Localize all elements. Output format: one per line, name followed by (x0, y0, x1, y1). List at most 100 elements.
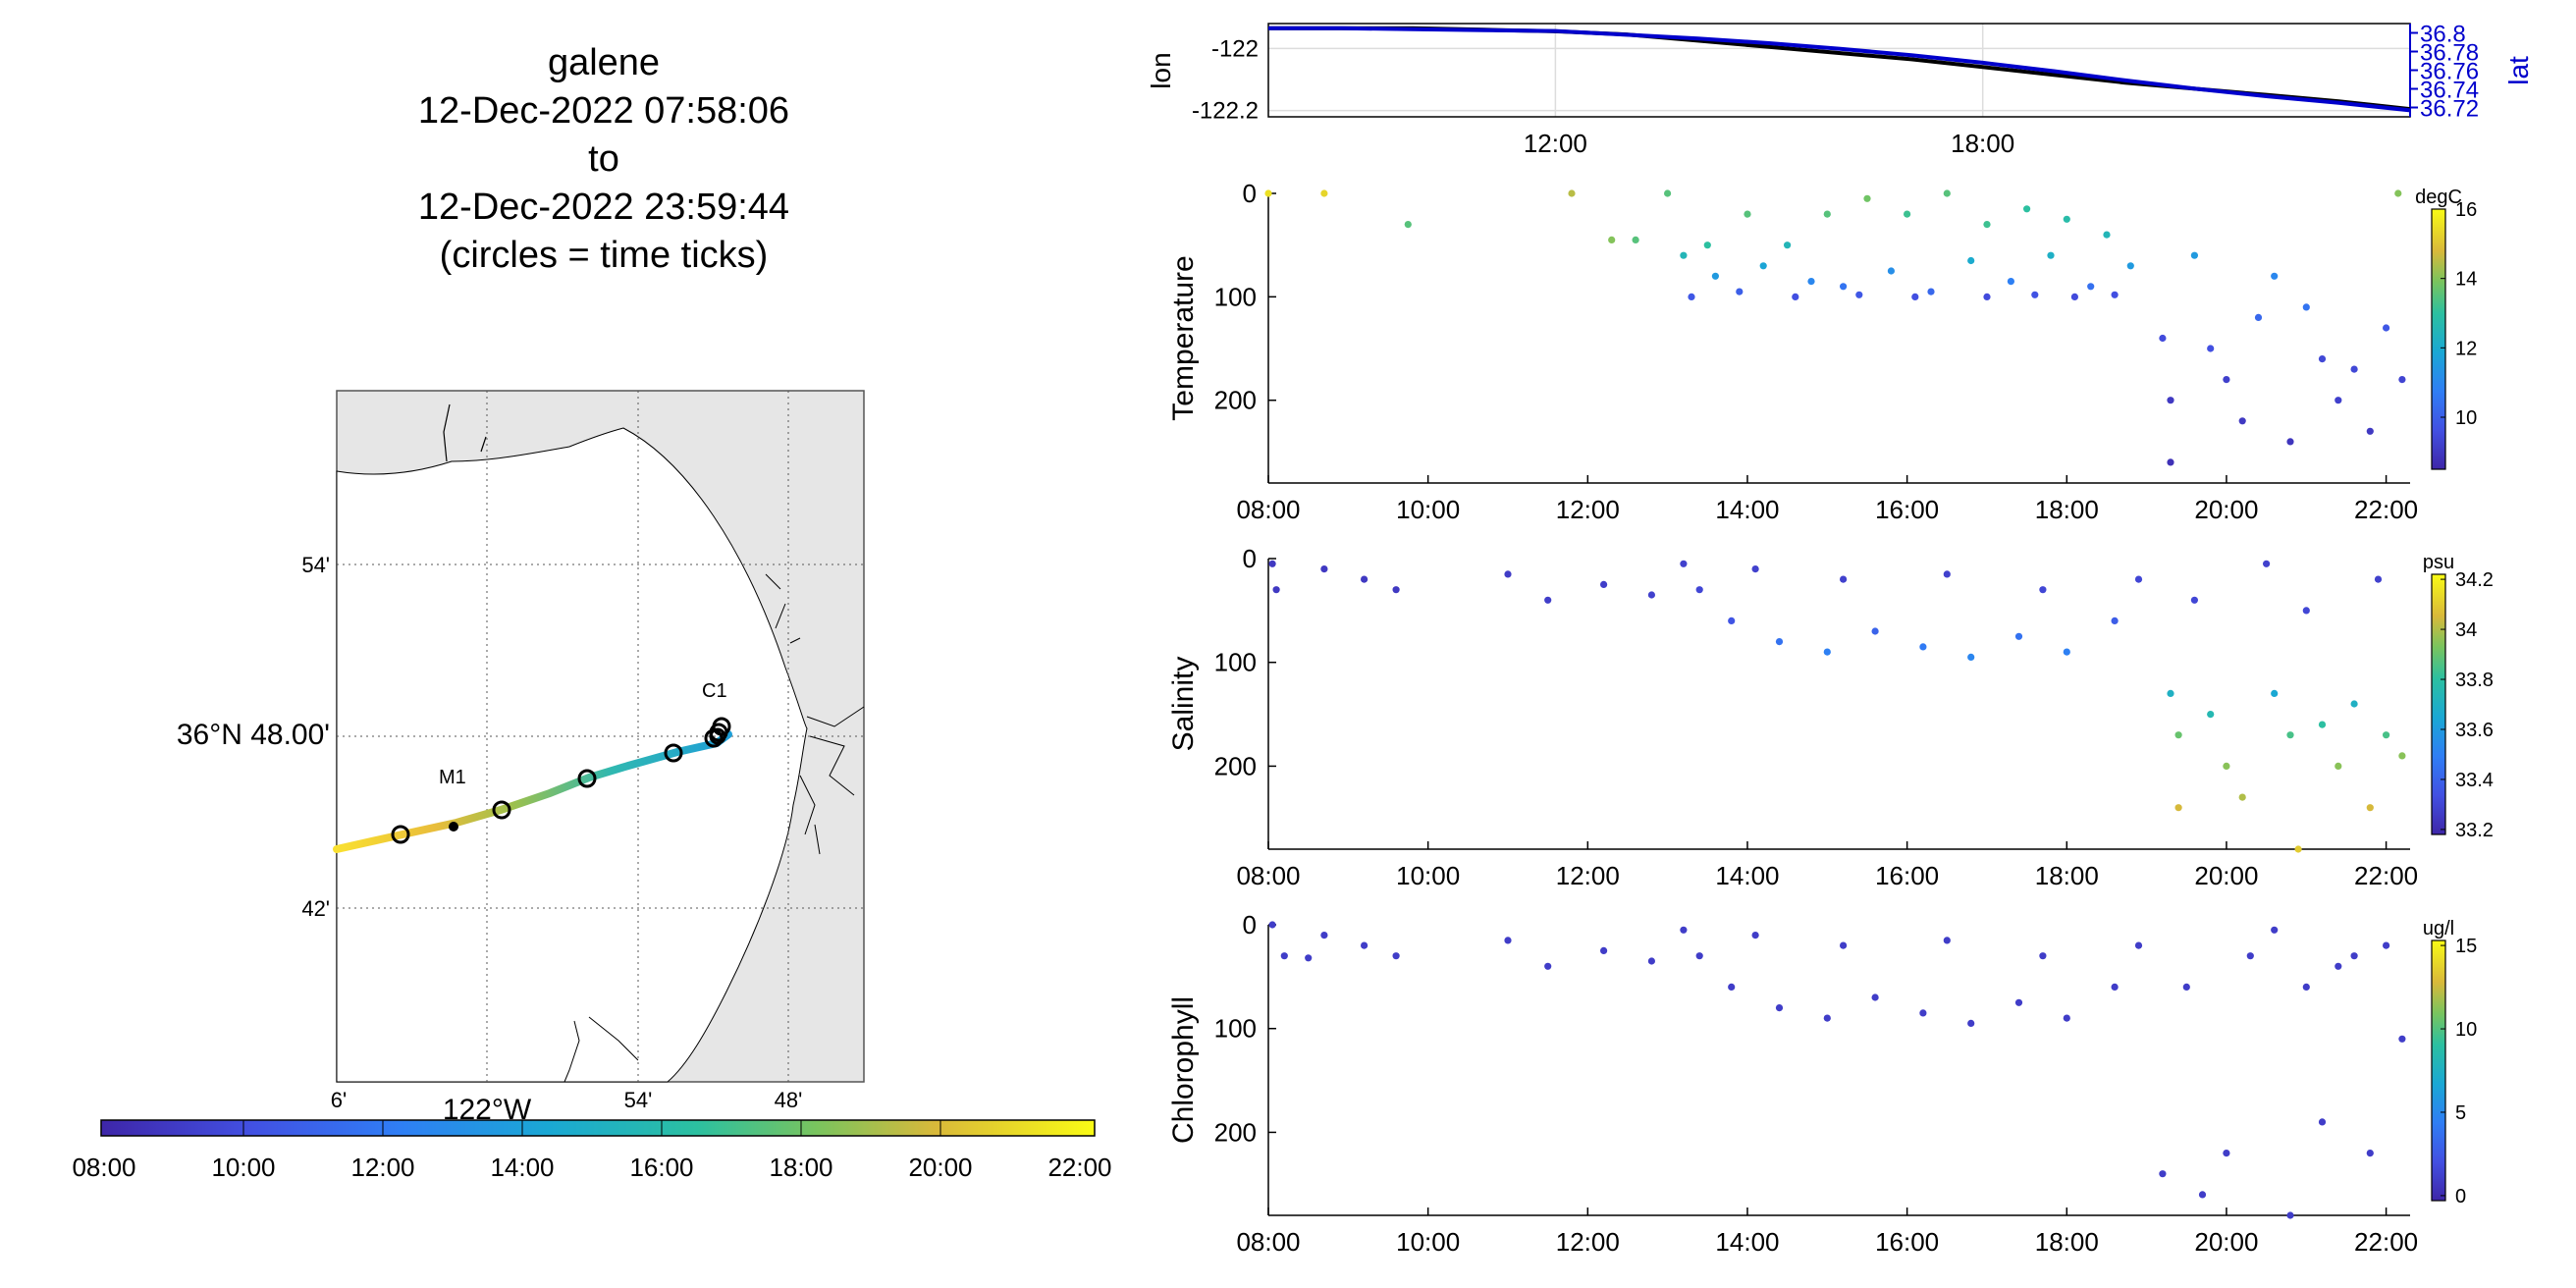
title-line-to: to (588, 138, 619, 180)
lon-tick-48: 48' (775, 1088, 803, 1112)
river-small (480, 436, 487, 453)
temperature-data-point (2207, 345, 2215, 352)
chlorophyll-data-point (2111, 983, 2119, 992)
chlorophyll-data-point (1728, 983, 1736, 992)
salinity-y-tick-label: 100 (1214, 648, 1257, 677)
chlorophyll-data-point (1320, 932, 1328, 939)
salinity-data-point (2238, 793, 2246, 801)
temperature-data-point (2063, 215, 2070, 223)
temperature-y-tick-label: 100 (1214, 282, 1257, 311)
temperature-data-point (1711, 272, 1719, 280)
salinity-x-tick-label: 20:00 (2194, 861, 2258, 890)
salinity-data-point (2039, 586, 2047, 594)
temperature-data-point (1664, 189, 1672, 197)
time-tick-circles (391, 717, 731, 844)
salinity-data-point (2366, 804, 2374, 812)
temperature-x-tick-label: 18:00 (2035, 495, 2099, 524)
salinity-colorbar-tick-label: 33.2 (2455, 820, 2494, 841)
temperature-colorbar-tick-label: 16 (2455, 199, 2477, 221)
temperature-data-point (2302, 303, 2310, 311)
chlorophyll-y-tick-label: 0 (1243, 910, 1257, 939)
cbar-tick-1400: 14:00 (490, 1153, 554, 1182)
salinity-colorbar-tick-label: 34.2 (2455, 569, 2494, 591)
vehicle-track (333, 730, 732, 853)
chlorophyll-x-tick-label: 16:00 (1875, 1227, 1939, 1257)
chlorophyll-colorbar (2431, 939, 2446, 1202)
station-m1-label: M1 (439, 767, 466, 788)
temperature-y-axis-label: Temperature (1167, 255, 1200, 420)
chlorophyll-colorbar-tick-label: 10 (2455, 1019, 2477, 1041)
salinity-data-point (1967, 653, 1975, 662)
chlorophyll-colorbar-tick-label: 0 (2455, 1186, 2466, 1208)
salinity-y-tick-label: 200 (1214, 751, 1257, 780)
chlorophyll-x-tick-label: 10:00 (1396, 1227, 1460, 1257)
temperature-data-point (2111, 291, 2119, 298)
salinity-x-tick-label: 10:00 (1396, 861, 1460, 890)
temperature-data-point (2007, 278, 2014, 286)
salinity-data-point (2174, 804, 2182, 812)
salinity-x-tick-label: 22:00 (2354, 861, 2418, 890)
lat-tick-36n: 36°N 48.00' (177, 719, 330, 751)
chlorophyll-colorbar-tick-label: 5 (2455, 1102, 2466, 1124)
temperature-data-point (2047, 251, 2055, 259)
salinity-data-point (2294, 845, 2302, 853)
temperature-data-point (1792, 293, 1799, 300)
cbar-tick-1800: 18:00 (769, 1153, 832, 1182)
lon-tick-label: -122 (1211, 35, 1259, 62)
salinity-data-point (2134, 575, 2143, 583)
salinity-data-point (2263, 560, 2271, 567)
temperature-data-point (1608, 236, 1616, 243)
position-panel: 12:00 18:00 -122 -122.2 36.836.7836.7636.743… (1146, 22, 2534, 159)
chlorophyll-data-point (1695, 952, 1703, 960)
temperature-data-point (1784, 242, 1792, 249)
temperature-y-tick-label: 200 (1214, 386, 1257, 415)
chlorophyll-data-point (1823, 1014, 1831, 1022)
salinity-data-point (1840, 575, 1848, 583)
chlorophyll-data-point (1504, 937, 1512, 944)
title-line-end: 12-Dec-2022 23:59:44 (417, 187, 790, 228)
temperature-data-point (2126, 262, 2134, 270)
temperature-x-tick-label: 12:00 (1556, 495, 1620, 524)
temperature-x-tick-label: 16:00 (1875, 495, 1939, 524)
series-line-lat (1268, 26, 2411, 113)
salinity-x-tick-label: 08:00 (1236, 861, 1300, 890)
salinity-data-point (1361, 575, 1368, 583)
salinity-data-point (2111, 617, 2119, 625)
chlorophyll-data-point (2134, 941, 2143, 949)
chlorophyll-data-point (1600, 946, 1608, 955)
peninsula-detail (564, 1016, 639, 1083)
salinity-x-tick-label: 18:00 (2035, 861, 2099, 890)
salinity-data-point (1680, 560, 1688, 567)
salinity-data-point (1272, 586, 1280, 594)
salinity-data-point (2167, 689, 2174, 698)
lat-tick-label: 36.76 (2420, 59, 2479, 85)
lat-tick-label: 36.78 (2420, 40, 2479, 67)
temperature-data-point (1703, 242, 1711, 249)
temperature-data-point (1983, 293, 1991, 300)
temperature-data-point (1943, 189, 1951, 197)
chlorophyll-data-point (2302, 983, 2310, 992)
salinity-data-point (1775, 638, 1784, 646)
temperature-data-point (1744, 210, 1751, 218)
temperature-data-point (1927, 288, 1935, 295)
temperature-data-point (2070, 293, 2078, 300)
salinity-x-tick-label: 12:00 (1556, 861, 1620, 890)
salinity-colorbar-units: psu (2423, 552, 2454, 573)
chlorophyll-data-point (2182, 983, 2190, 992)
salinity-data-point (1751, 565, 1759, 573)
salinity-data-point (2271, 689, 2279, 698)
station-m1-marker (449, 822, 458, 832)
chlorophyll-data-point (1871, 993, 1879, 1001)
chlorophyll-data-point (2366, 1150, 2374, 1157)
chlorophyll-data-point (2286, 1211, 2294, 1219)
cbar-tick-1600: 16:00 (629, 1153, 693, 1182)
temperature-colorbar-tick-label: 14 (2455, 269, 2477, 291)
temperature-data-point (2223, 376, 2230, 384)
salinity-data-point (1871, 627, 1879, 635)
salinity-data-point (2318, 721, 2327, 728)
chlorophyll-x-tick-label: 18:00 (2035, 1227, 2099, 1257)
temperature-data-point (1404, 221, 1412, 229)
temperature-data-point (2031, 291, 2039, 298)
temperature-data-point (2366, 427, 2374, 435)
salinity-data-point (2207, 711, 2215, 719)
